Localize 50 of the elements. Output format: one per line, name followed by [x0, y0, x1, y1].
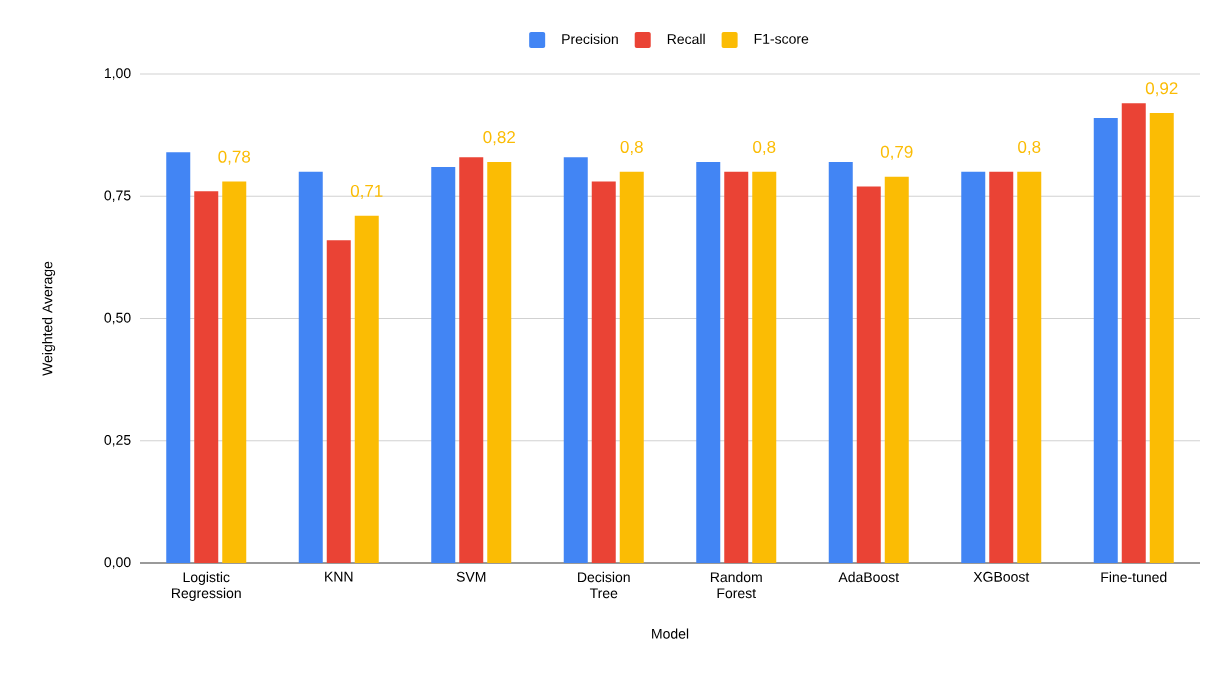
data-label: 0,8	[753, 140, 776, 155]
data-label: 0,82	[483, 131, 515, 146]
data-label: 0,78	[218, 150, 251, 165]
bar	[989, 171, 1014, 563]
x-tick-label: Fine-tuned	[1101, 571, 1167, 583]
data-label: 0,8	[1018, 140, 1041, 155]
data-label: 0,8	[620, 140, 643, 155]
bar	[1093, 118, 1118, 563]
bar	[326, 240, 351, 563]
legend-label: Recall	[667, 33, 705, 45]
bar	[166, 152, 191, 563]
y-tick-label: 0,75	[104, 190, 131, 203]
bar	[222, 181, 247, 563]
data-label: 0,92	[1145, 82, 1178, 97]
bar	[563, 157, 588, 563]
y-axis-title: Weighted Average	[42, 261, 56, 376]
x-tick-label: KNN	[325, 571, 353, 582]
bar	[856, 186, 881, 563]
x-tick-label: Random Forest	[710, 571, 762, 599]
bar	[591, 181, 616, 563]
bar	[1121, 103, 1146, 563]
x-tick-label: AdaBoost	[838, 571, 899, 583]
bar	[752, 171, 777, 563]
y-tick-label: 1,00	[104, 68, 131, 80]
bar	[619, 171, 644, 563]
legend-label: F1-score	[754, 34, 809, 44]
bar	[459, 157, 484, 563]
bar	[828, 162, 853, 563]
legend-label: Precision	[562, 33, 618, 45]
bar	[298, 171, 323, 563]
x-tick-label: XGBoost	[973, 571, 1030, 582]
bar	[354, 215, 379, 563]
x-axis-title: Model	[652, 628, 689, 639]
x-tick-label: Logistic Regression	[172, 571, 241, 601]
bar	[487, 162, 512, 563]
bar	[1149, 113, 1174, 563]
bar	[696, 162, 721, 563]
bar	[431, 166, 456, 563]
y-tick-label: 0,50	[104, 312, 131, 325]
y-tick-label: 0,25	[104, 434, 131, 447]
data-label: 0,71	[350, 184, 383, 199]
bar	[961, 171, 986, 563]
bar	[194, 191, 219, 563]
bar	[724, 171, 749, 563]
data-label: 0,79	[880, 145, 913, 160]
bar	[884, 176, 909, 563]
x-tick-label: Decision Tree	[578, 571, 630, 599]
y-tick-label: 0,00	[104, 557, 131, 569]
x-tick-label: SVM	[456, 571, 486, 582]
bar	[1017, 171, 1042, 563]
